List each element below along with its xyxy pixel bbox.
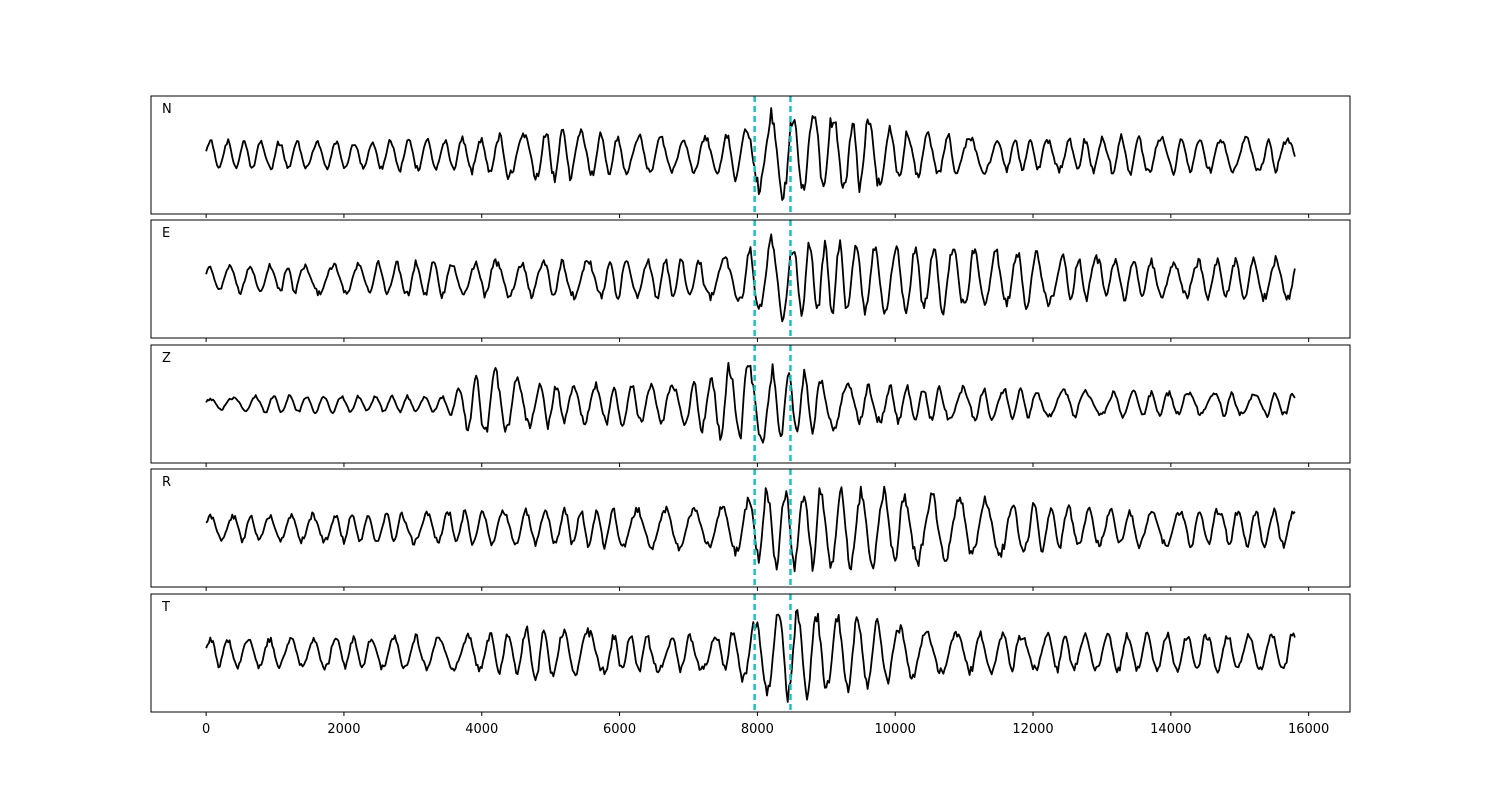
panel-t: T [150,593,1351,716]
x-tick-label: 4000 [465,722,498,737]
x-tick-label: 14000 [1150,722,1191,737]
panel-frame [150,593,1351,713]
panel-z: Z [150,344,1351,467]
trace-line-t [205,609,1296,703]
x-tick-label: 16000 [1288,722,1329,737]
panel-e: E [150,219,1351,342]
x-tick-label: 8000 [741,722,774,737]
trace-line-e [205,233,1296,323]
panel-label-t: T [161,600,170,615]
panel-label-z: Z [162,351,171,366]
x-tick-label: 0 [202,722,210,737]
trace-line-z [205,361,1296,444]
x-axis: 0 2000 4000 6000 8000 10000 12000 14000 16000 [202,722,1329,737]
panel-frame [150,468,1351,588]
panel-frame [150,344,1351,464]
panel-label-r: R [162,475,171,490]
x-tick-label: 10000 [875,722,916,737]
panel-frame [150,219,1351,339]
panel-n: N [150,95,1351,218]
trace-line-r [205,485,1296,573]
x-tick-label: 6000 [603,722,636,737]
trace-line-n [205,107,1296,201]
x-tick-label: 2000 [327,722,360,737]
panel-r: R [150,468,1351,591]
trace-panels: N E Z R T [150,95,1351,716]
panel-label-e: E [162,226,170,241]
panel-frame [150,95,1351,215]
x-tick-label: 12000 [1012,722,1053,737]
panel-label-n: N [162,102,172,117]
